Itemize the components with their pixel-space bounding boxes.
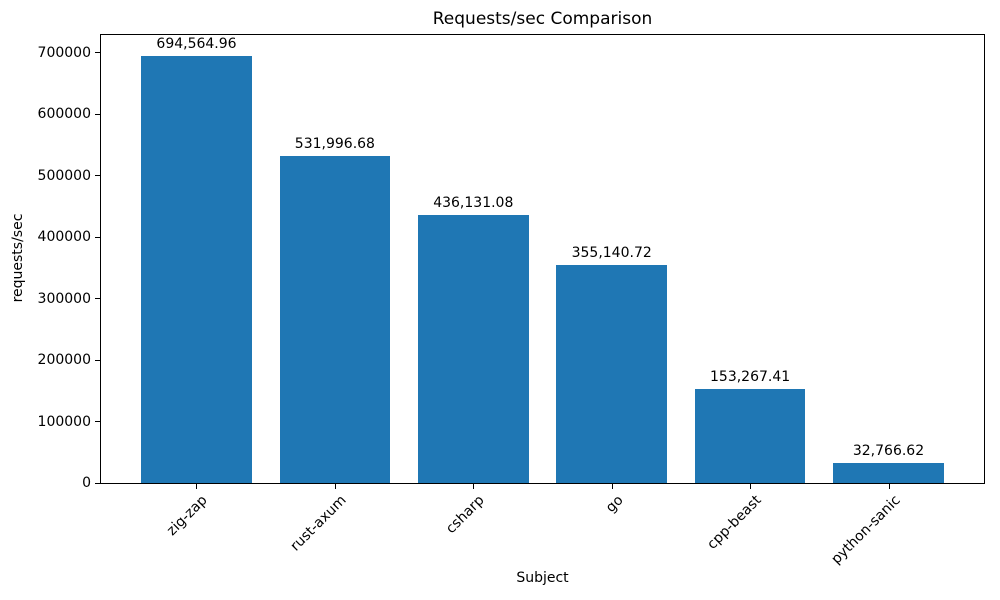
bar-value-label: 694,564.96 (156, 36, 237, 53)
y-tick-mark (95, 52, 100, 54)
y-tick-mark (95, 359, 100, 361)
bar-value-label: 355,140.72 (571, 244, 652, 261)
bar-csharp (417, 215, 529, 483)
bar-value-label: 436,131.08 (433, 195, 514, 212)
bar-rust-axum (279, 156, 391, 483)
bar-value-label: 32,766.62 (852, 442, 925, 459)
y-tick-label: 200000 (37, 352, 91, 369)
x-tick-mark (334, 484, 336, 489)
bar-cpp-beast (694, 388, 806, 483)
y-tick-mark (95, 236, 100, 238)
x-tick-mark (888, 484, 890, 489)
plot-area: 694,564.96 531,996.68 436,131.08 355,140.72… (100, 34, 985, 484)
bar-value-label: 153,267.41 (710, 368, 791, 385)
y-tick-label: 500000 (37, 167, 91, 184)
x-tick-mark (611, 484, 613, 489)
y-tick-label: 0 (82, 475, 91, 491)
y-tick-label: 400000 (37, 229, 91, 246)
y-tick-mark (95, 482, 100, 484)
y-axis-label: requests/sec (10, 213, 26, 303)
x-tick-mark (473, 484, 475, 489)
y-tick-mark (95, 175, 100, 177)
x-tick-mark (196, 484, 198, 489)
bar-go (556, 264, 668, 483)
x-tick-mark (750, 484, 752, 489)
y-tick-label: 600000 (37, 106, 91, 123)
y-tick-label: 300000 (37, 290, 91, 307)
x-axis-label: Subject (516, 570, 569, 586)
bar-value-label: 531,996.68 (294, 136, 375, 153)
bar-zig-zap (141, 56, 252, 483)
y-tick-mark (95, 113, 100, 115)
chart-title: Requests/sec Comparison (432, 9, 653, 29)
y-tick-mark (95, 298, 100, 300)
bar-python-sanic (833, 462, 944, 483)
y-tick-label: 700000 (37, 44, 91, 61)
y-tick-mark (95, 421, 100, 423)
y-tick-label: 100000 (37, 413, 91, 430)
